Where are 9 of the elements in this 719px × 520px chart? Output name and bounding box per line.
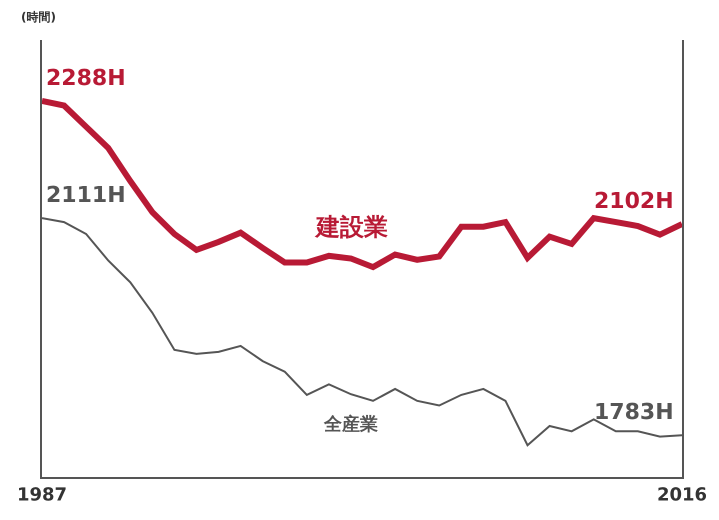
x-tick-label: 1987 xyxy=(16,484,68,506)
x-tick-label: 2016 xyxy=(656,484,708,506)
data-label: 2288H xyxy=(46,66,126,91)
series-label: 建設業 xyxy=(314,213,388,241)
data-label: 2102H xyxy=(594,189,674,214)
data-label: 1783H xyxy=(594,400,674,425)
data-label: 2111H xyxy=(46,183,126,208)
y-axis-title: (時間) xyxy=(21,10,56,24)
series-label: 全産業 xyxy=(323,414,378,435)
